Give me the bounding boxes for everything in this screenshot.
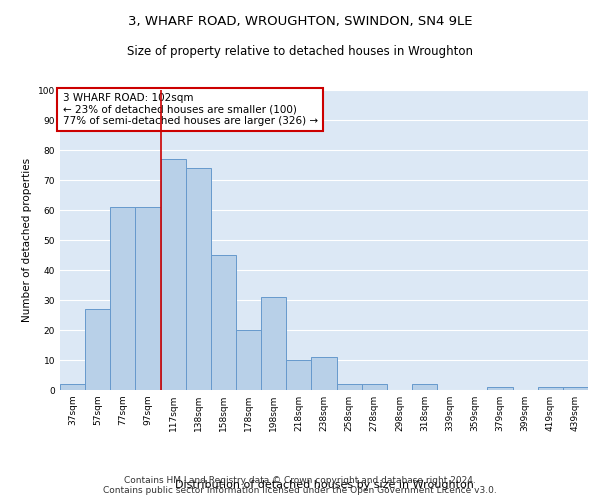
Bar — [538, 387, 563, 390]
Bar — [362, 384, 387, 390]
Bar — [161, 159, 186, 390]
Bar — [110, 207, 136, 390]
Bar — [311, 357, 337, 390]
Bar — [261, 297, 286, 390]
Bar — [563, 387, 588, 390]
Bar — [412, 384, 437, 390]
Text: Size of property relative to detached houses in Wroughton: Size of property relative to detached ho… — [127, 45, 473, 58]
Y-axis label: Number of detached properties: Number of detached properties — [22, 158, 32, 322]
Bar — [136, 207, 161, 390]
Text: 3 WHARF ROAD: 102sqm
← 23% of detached houses are smaller (100)
77% of semi-deta: 3 WHARF ROAD: 102sqm ← 23% of detached h… — [62, 93, 318, 126]
Text: Contains HM Land Registry data © Crown copyright and database right 2024.
Contai: Contains HM Land Registry data © Crown c… — [103, 476, 497, 495]
Bar — [337, 384, 362, 390]
Bar — [286, 360, 311, 390]
Text: 3, WHARF ROAD, WROUGHTON, SWINDON, SN4 9LE: 3, WHARF ROAD, WROUGHTON, SWINDON, SN4 9… — [128, 15, 472, 28]
Bar — [211, 255, 236, 390]
Bar — [186, 168, 211, 390]
Bar — [60, 384, 85, 390]
Bar — [85, 309, 110, 390]
X-axis label: Distribution of detached houses by size in Wroughton: Distribution of detached houses by size … — [175, 480, 473, 490]
Bar — [487, 387, 512, 390]
Bar — [236, 330, 261, 390]
